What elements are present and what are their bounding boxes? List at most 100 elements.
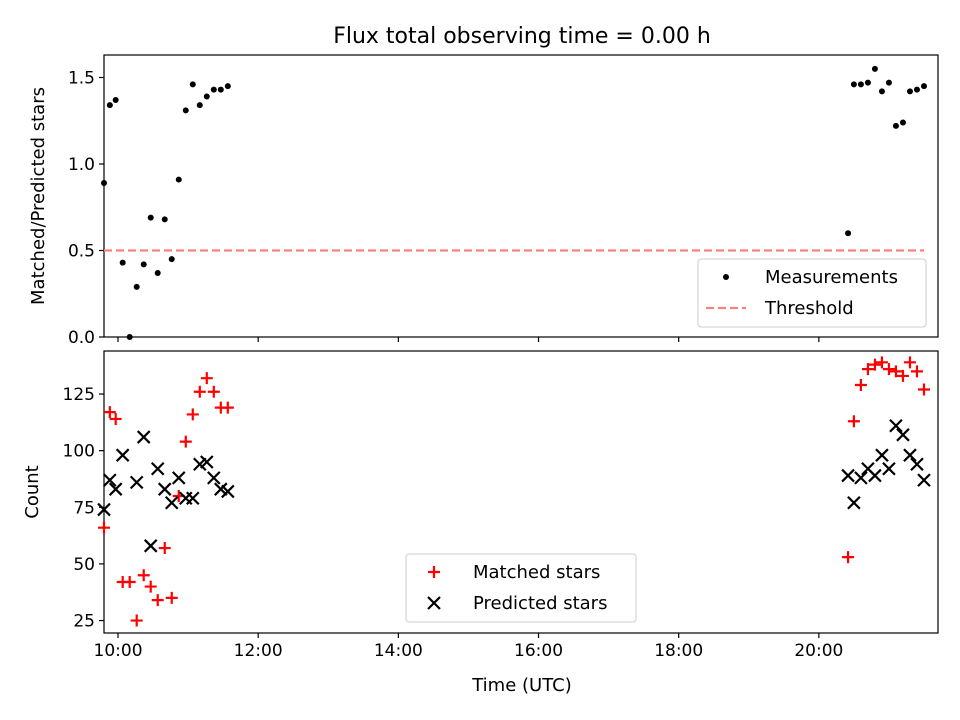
measurement-point xyxy=(196,102,203,109)
matched-star-point xyxy=(861,363,874,376)
measurement-point xyxy=(106,102,113,109)
predicted-star-point xyxy=(875,448,889,462)
predicted-star-point xyxy=(108,482,123,496)
legend-plus-swatch xyxy=(428,566,440,578)
predicted-star-point xyxy=(868,468,882,483)
measurement-point xyxy=(175,176,182,183)
x-tick-label: 10:00 xyxy=(94,641,143,661)
matched-star-point xyxy=(854,378,867,391)
predicted-star-point xyxy=(882,462,896,476)
measurement-point xyxy=(161,216,168,223)
plot-frame xyxy=(103,350,939,634)
legend-box xyxy=(405,553,637,623)
predicted-star-point xyxy=(150,462,165,476)
matched-star-point xyxy=(144,580,157,593)
measurement-point xyxy=(154,269,161,276)
legend: Matched stars Predicted stars xyxy=(405,553,637,623)
measurement-point xyxy=(906,88,913,95)
bottom-plot: 10:00 12:00 14:00 16:00 18:00 20:00 25 50 75 100 1… xyxy=(22,350,939,661)
predicted-star-point xyxy=(896,428,910,442)
measurement-point xyxy=(850,81,857,88)
x-tick-label: 12:00 xyxy=(234,641,283,661)
matched-star-point xyxy=(882,363,895,376)
matched-star-point xyxy=(200,372,213,385)
predicted-star-point xyxy=(136,430,151,444)
measurement-point xyxy=(182,107,189,114)
measurement-point xyxy=(864,79,871,86)
matched-star-point xyxy=(875,356,888,369)
matched-star-point xyxy=(221,401,234,414)
measurement-point xyxy=(133,283,140,290)
predicted-star-point xyxy=(207,471,221,485)
matched-star-point xyxy=(903,356,916,369)
x-tick-label: 18:00 xyxy=(654,641,703,661)
y-tick-label: 125 xyxy=(63,385,95,405)
matched-star-point xyxy=(103,406,116,419)
predicted-star-point xyxy=(847,495,861,510)
legend-label: Matched stars xyxy=(473,562,600,583)
predicted-star-point xyxy=(115,448,130,462)
predicted-star-point xyxy=(841,468,855,483)
measurement-point xyxy=(119,259,126,266)
measurement-point xyxy=(168,256,175,263)
matched-star-point xyxy=(847,415,860,428)
measurement-point xyxy=(112,96,119,103)
predicted-star-point xyxy=(164,495,179,510)
matched-star-point xyxy=(896,369,909,382)
matched-star-point xyxy=(868,358,881,371)
matched-star-point xyxy=(889,365,902,378)
measurement-point xyxy=(189,81,196,88)
predicted-star-point xyxy=(157,482,172,496)
measurement-point xyxy=(920,83,927,90)
predicted-star-point xyxy=(103,473,117,487)
matched-star-point xyxy=(158,542,171,555)
measurement-point xyxy=(892,122,899,129)
predicted-star-point xyxy=(185,491,200,506)
predicted-star-point xyxy=(910,457,924,472)
x-axis-label: Time (UTC) xyxy=(471,675,572,696)
matched-star-point xyxy=(186,408,199,421)
y-tick-label: 50 xyxy=(73,555,95,575)
measurement-point xyxy=(878,88,885,95)
matched-star-point xyxy=(917,383,930,396)
legend-label: Threshold xyxy=(764,298,854,319)
legend-label: Predicted stars xyxy=(473,593,607,614)
legend: Measurements Threshold xyxy=(697,258,927,328)
measurement-point xyxy=(885,79,892,86)
legend-x-swatch xyxy=(427,596,441,610)
y-tick-label: 75 xyxy=(73,498,95,518)
matched-star-point xyxy=(151,594,164,607)
measurement-point xyxy=(101,180,107,187)
predicted-star-point xyxy=(143,539,158,553)
measurement-point xyxy=(217,86,224,93)
measurement-point xyxy=(126,334,133,340)
y-axis-label: Matched/Predicted stars xyxy=(28,87,49,305)
predicted-star-point xyxy=(903,448,917,462)
predicted-star-point xyxy=(221,484,235,499)
plot-frame xyxy=(103,54,939,338)
measurement-point xyxy=(147,214,154,221)
predicted-star-point xyxy=(200,455,214,469)
y-axis-label: Count xyxy=(22,465,43,518)
matched-star-point xyxy=(123,576,136,589)
predicted-star-point xyxy=(171,471,186,485)
matched-star-point xyxy=(98,521,110,534)
matched-star-point xyxy=(910,365,923,378)
measurement-point xyxy=(203,93,210,100)
matched-star-point xyxy=(842,551,855,564)
y-tick-label: 100 xyxy=(63,442,95,462)
legend-box xyxy=(697,258,927,328)
top-plot: 0.0 0.5 1.0 1.5 Matched/Predicted stars Measu… xyxy=(28,54,939,348)
matched-star-point xyxy=(109,412,122,425)
measurement-point xyxy=(857,81,864,88)
legend-dot-swatch xyxy=(723,274,729,280)
matched-star-point xyxy=(179,435,192,448)
chart-title: Flux total observing time = 0.00 h xyxy=(333,24,711,49)
x-tick-label: 20:00 xyxy=(794,641,843,661)
measurement-point xyxy=(210,86,217,93)
matched-star-point xyxy=(165,591,178,604)
legend-label: Measurements xyxy=(765,267,898,288)
matched-star-point xyxy=(193,385,206,398)
y-tick-label: 0.0 xyxy=(68,328,95,348)
